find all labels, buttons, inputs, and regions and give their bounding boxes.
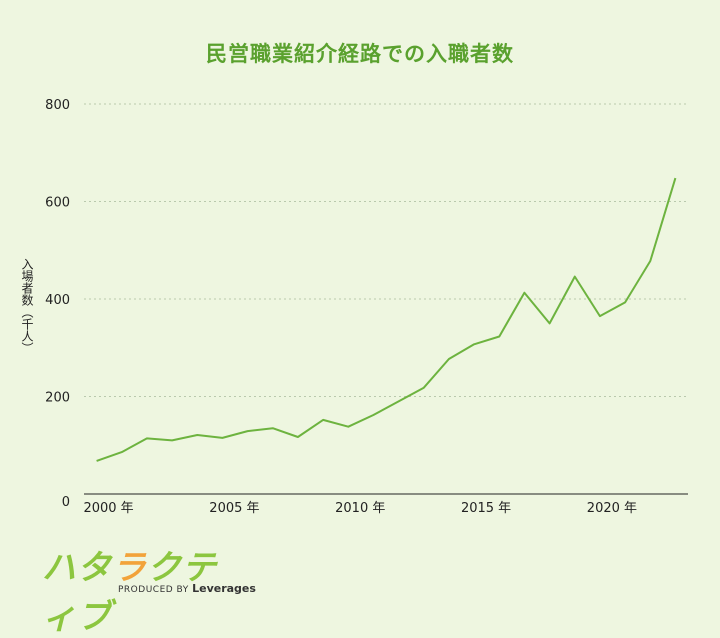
x-tick-label: 2020 年 [587, 501, 637, 516]
y-axis-label: 入場者数（千人） [20, 258, 34, 354]
logo-produced-by: PRODUCED BY [118, 585, 189, 595]
logo-part-2: ラ [112, 548, 147, 588]
logo-tagline: PRODUCED BY Leverages [118, 582, 256, 595]
y-tick-label: 800 [45, 98, 70, 113]
grid-lines [84, 103, 688, 397]
y-tick-label: 0 [62, 495, 70, 510]
x-tick-label: 2005 年 [209, 501, 259, 516]
series-line [96, 177, 677, 462]
y-tick-label: 400 [45, 293, 70, 308]
x-tick-label: 2010 年 [335, 501, 385, 516]
x-tick-label: 2000 年 [83, 501, 133, 516]
logo-brand: Leverages [192, 582, 256, 595]
chart-title: 民営職業紹介経路での入職者数 [206, 42, 514, 66]
hataractive-logo: ハタラクティブ PRODUCED BY Leverages [40, 538, 256, 637]
x-tick-labels: 2000 年 2005 年 2010 年 2015 年 2020 年 [83, 501, 637, 516]
y-tick-labels: 0 200 400 600 800 [45, 98, 70, 510]
chart-stage: 民営職業紹介経路での入職者数 入場者数（千人） 0 200 400 600 800 20… [20, 42, 688, 637]
y-tick-label: 200 [45, 391, 70, 406]
logo-part-1: ハタ [42, 548, 112, 588]
y-tick-label: 600 [45, 196, 70, 211]
x-tick-label: 2015 年 [461, 501, 511, 516]
